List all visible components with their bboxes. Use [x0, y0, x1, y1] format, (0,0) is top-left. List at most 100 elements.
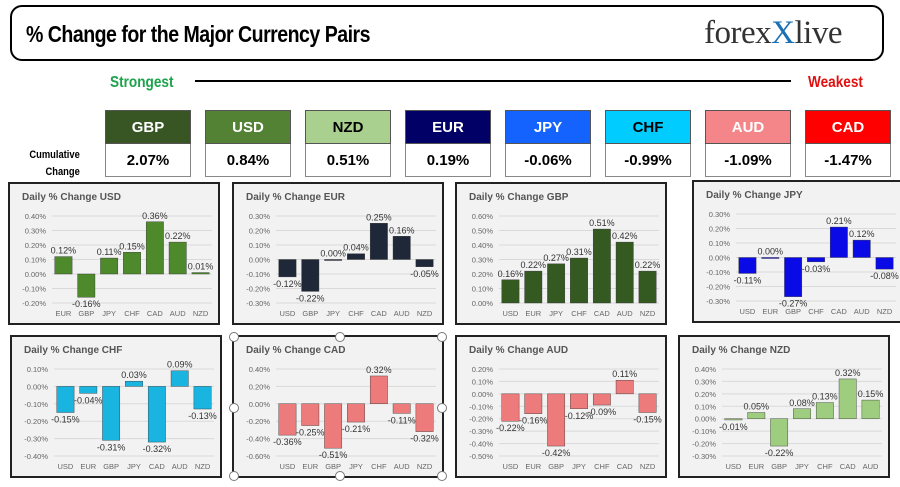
data-label: -0.22% — [765, 448, 794, 458]
data-label: -0.32% — [143, 444, 172, 454]
x-tick-label: NZD — [195, 462, 211, 471]
bar-usd — [724, 418, 743, 421]
y-tick-label: 0.00% — [472, 299, 494, 308]
bar-chf — [347, 253, 365, 260]
chart-svg: Daily % Change AUD 0.20% 0.10% 0.00% -0.10% -… — [469, 345, 662, 471]
chart-jpy[interactable]: Daily % Change JPY 0.30% 0.20% 0.10% 0.00% -0… — [692, 180, 900, 323]
x-tick-label: GBP — [325, 462, 341, 471]
bar-cad — [369, 223, 388, 260]
y-tick-label: -0.10% — [22, 285, 46, 294]
data-label: -0.27% — [779, 299, 808, 309]
y-tick-label: 0.40% — [249, 365, 271, 374]
y-tick-label: 0.20% — [249, 227, 271, 236]
bar-chf — [123, 252, 141, 275]
bar-usd — [278, 259, 297, 278]
x-tick-label: CHF — [371, 462, 387, 471]
selection-handle[interactable] — [229, 332, 239, 342]
x-tick-label: USD — [503, 309, 519, 318]
bar-usd — [501, 279, 520, 304]
y-tick-label: 0.00% — [695, 415, 717, 424]
y-tick-label: 0.30% — [695, 377, 717, 386]
selection-handle[interactable] — [229, 471, 239, 481]
bar-aud — [852, 239, 871, 258]
bar-gbp — [301, 259, 320, 292]
data-label: -0.22% — [496, 423, 525, 433]
data-label: -0.51% — [319, 450, 348, 460]
selection-handle[interactable] — [437, 471, 447, 481]
currency-tile-cad: CAD -1.47% — [805, 110, 891, 177]
x-tick-label: JPY — [795, 462, 809, 471]
currency-tile-nzd: NZD 0.51% — [305, 110, 391, 177]
chart-gbp[interactable]: Daily % Change GBP 0.60% 0.50% 0.40% 0.30% 0.… — [455, 182, 667, 325]
data-label: -0.11% — [733, 275, 761, 285]
data-label: 0.12% — [51, 246, 77, 256]
x-tick-label: EUR — [302, 462, 318, 471]
chart-aud[interactable]: Daily % Change AUD 0.20% 0.10% 0.00% -0.10% -… — [455, 335, 667, 478]
chart-chf[interactable]: Daily % Change CHF 0.10% 0.00% -0.10% -0.20%… — [10, 335, 222, 478]
chart-svg: Daily % Change EUR 0.30% 0.20% 0.10% 0.00% -0… — [246, 192, 439, 318]
currency-name: GBP — [105, 110, 191, 144]
x-tick-label: EUR — [525, 309, 541, 318]
x-tick-label: NZD — [193, 309, 209, 318]
x-tick-label: USD — [740, 307, 756, 316]
data-label: -0.36% — [273, 437, 302, 447]
chart-usd[interactable]: Daily % Change USD 0.40% 0.30% 0.20% 0.10% 0.… — [8, 182, 220, 325]
currency-name: NZD — [305, 110, 391, 144]
chart-svg: Daily % Change CAD 0.40% 0.20% 0.00% -0.20% -… — [246, 345, 439, 471]
x-tick-label: JPY — [127, 462, 141, 471]
currency-tile-usd: USD 0.84% — [205, 110, 291, 177]
y-tick-label: -0.20% — [22, 299, 46, 308]
data-label: 0.11% — [97, 247, 122, 257]
x-tick-label: CHF — [817, 462, 833, 471]
bar-cad — [592, 228, 611, 304]
selection-handle[interactable] — [437, 403, 447, 413]
y-tick-label: -0.20% — [24, 417, 48, 426]
cumulative-change-label: Cumulative Change — [29, 149, 80, 178]
y-tick-label: -0.40% — [469, 440, 493, 449]
y-tick-label: 0.20% — [472, 365, 494, 374]
y-tick-label: 0.10% — [249, 241, 271, 250]
selection-handle[interactable] — [229, 403, 239, 413]
chart-eur[interactable]: Daily % Change EUR 0.30% 0.20% 0.10% 0.00% -0… — [232, 182, 444, 325]
x-tick-label: JPY — [326, 309, 340, 318]
y-tick-label: 0.00% — [709, 254, 731, 263]
y-tick-label: -0.20% — [246, 417, 270, 426]
y-tick-label: -0.20% — [706, 283, 730, 292]
x-tick-label: EUR — [56, 309, 72, 318]
selection-handle[interactable] — [437, 332, 447, 342]
cumulative-value: 0.84% — [205, 144, 291, 177]
y-tick-label: 0.40% — [25, 212, 47, 221]
x-tick-label: AUD — [172, 462, 188, 471]
data-label: 0.11% — [612, 369, 637, 379]
bar-jpy — [347, 403, 365, 423]
y-tick-label: -0.40% — [246, 435, 270, 444]
data-label: 0.00% — [320, 249, 346, 259]
data-label: -0.13% — [188, 411, 217, 421]
bar-aud — [170, 370, 189, 387]
bar-chf — [815, 402, 834, 419]
x-tick-label: CAD — [594, 309, 610, 318]
page-title: % Change for the Major Currency Pairs — [26, 21, 370, 47]
selection-handle[interactable] — [335, 471, 345, 481]
x-tick-label: AUD — [863, 462, 879, 471]
bar-jpy — [100, 257, 119, 275]
currency-name: AUD — [705, 110, 791, 144]
chart-nzd[interactable]: Daily % Change NZD 0.40% 0.30% 0.20% 0.10% 0.… — [678, 335, 890, 478]
data-label: 0.22% — [635, 260, 661, 270]
y-tick-label: 0.20% — [25, 241, 47, 250]
chart-title: Daily % Change CHF — [24, 345, 122, 356]
data-label: 0.08% — [789, 398, 815, 408]
selection-handle[interactable] — [335, 332, 345, 342]
currency-name: CAD — [805, 110, 891, 144]
y-tick-label: 0.30% — [472, 256, 494, 265]
currency-name: CHF — [605, 110, 691, 144]
bar-eur — [747, 412, 766, 419]
data-label: 0.25% — [366, 212, 392, 222]
bar-eur — [54, 256, 73, 275]
bar-jpy — [125, 380, 143, 387]
bar-aud — [861, 399, 880, 419]
data-label: 0.03% — [121, 370, 147, 380]
y-tick-label: 0.10% — [472, 285, 494, 294]
chart-cad[interactable]: Daily % Change CAD 0.40% 0.20% 0.00% -0.20% -… — [229, 332, 447, 481]
bar-usd — [501, 393, 520, 422]
